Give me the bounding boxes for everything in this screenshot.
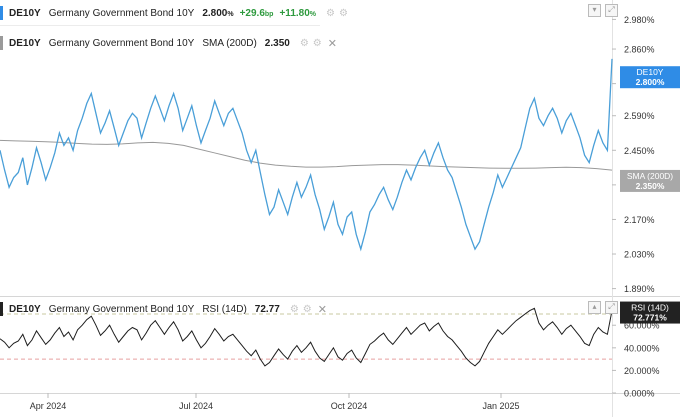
sma-last-label-line1: SMA (200D)	[627, 171, 673, 181]
price-last-label-line1: DE10Y	[637, 67, 664, 77]
x-tick-label: Oct 2024	[331, 401, 368, 411]
collapse-pane-icon[interactable]: ▴	[588, 301, 601, 314]
rsi-y-tick-label: 60.000%	[624, 321, 660, 331]
legend-name: Germany Government Bond 10Y	[48, 37, 195, 49]
legend-name: Germany Government Bond 10Y	[48, 303, 195, 315]
pane-tools: ▾ ⤢	[588, 4, 618, 17]
sma-last-label-bg	[620, 169, 680, 192]
y-tick-label: 2.030%	[624, 250, 655, 260]
legend-value: 2.800%	[202, 7, 234, 19]
series-color-swatch	[0, 302, 3, 316]
legend-indicator: SMA (200D)	[202, 37, 257, 49]
series-color-swatch	[0, 36, 3, 50]
legend-change: +29.6bp	[239, 7, 274, 19]
y-tick-label: 2.590%	[624, 111, 655, 121]
rsi-y-tick-label: 20.000%	[624, 366, 660, 376]
rsi-last-label-line2: 72.771%	[633, 313, 667, 323]
collapse-pane-icon[interactable]: ▾	[588, 4, 601, 17]
y-tick-label: 2.450%	[624, 146, 655, 156]
rsi-last-label-line1: RSI (14D)	[631, 303, 669, 313]
legend-indicator: RSI (14D)	[202, 303, 247, 315]
settings-icon[interactable]: ⚙	[326, 7, 335, 19]
sma-line	[0, 139, 613, 171]
y-tick-label: 2.980%	[624, 15, 655, 25]
price-last-label-line2: 2.800%	[636, 77, 665, 87]
sma-last-label-line2: 2.350%	[636, 181, 665, 191]
rsi-y-tick-label: 0.000%	[624, 389, 655, 399]
x-tick-label: Apr 2024	[30, 401, 67, 411]
rsi-line	[0, 307, 613, 367]
legend-value: 2.350	[264, 37, 290, 49]
series-color-swatch	[0, 6, 3, 20]
y-tick-label: 1.890%	[624, 284, 655, 294]
legend-symbol: DE10Y	[9, 7, 41, 19]
legend-change-pct: +11.80%	[279, 7, 317, 19]
y-tick-label: 2.860%	[624, 45, 655, 55]
close-icon[interactable]: ✕	[327, 37, 337, 50]
rsi-y-tick-label: 40.000%	[624, 343, 660, 353]
visibility-icon[interactable]: ⚙	[338, 7, 348, 19]
rsi-last-label-bg	[620, 301, 680, 324]
legend-symbol: DE10Y	[9, 303, 41, 315]
rsi-pane-tools: ▴ ⤢	[588, 301, 618, 314]
legend-sma: DE10Y Germany Government Bond 10Y SMA (2…	[0, 33, 337, 53]
visibility-icon[interactable]: ⚙	[312, 37, 322, 49]
legend-rsi: DE10Y Germany Government Bond 10Y RSI (1…	[0, 299, 327, 319]
legend-name: Germany Government Bond 10Y	[48, 7, 195, 19]
fullscreen-icon[interactable]: ⤢	[605, 4, 618, 17]
x-tick-label: Jul 2024	[179, 401, 213, 411]
price-last-label-bg	[620, 66, 680, 89]
settings-icon[interactable]: ⚙	[289, 303, 299, 315]
x-tick-label: Jan 2025	[482, 401, 519, 411]
legend-symbol: DE10Y	[9, 37, 41, 49]
visibility-icon[interactable]: ⚙	[302, 303, 312, 315]
price-line	[0, 58, 613, 252]
legend-price: DE10Y Germany Government Bond 10Y 2.800%…	[0, 3, 348, 23]
close-icon[interactable]: ✕	[317, 303, 327, 316]
settings-icon[interactable]: ⚙	[299, 37, 309, 49]
fullscreen-icon[interactable]: ⤢	[605, 301, 618, 314]
legend-value: 72.77	[254, 303, 280, 315]
y-tick-label: 2.170%	[624, 215, 655, 225]
